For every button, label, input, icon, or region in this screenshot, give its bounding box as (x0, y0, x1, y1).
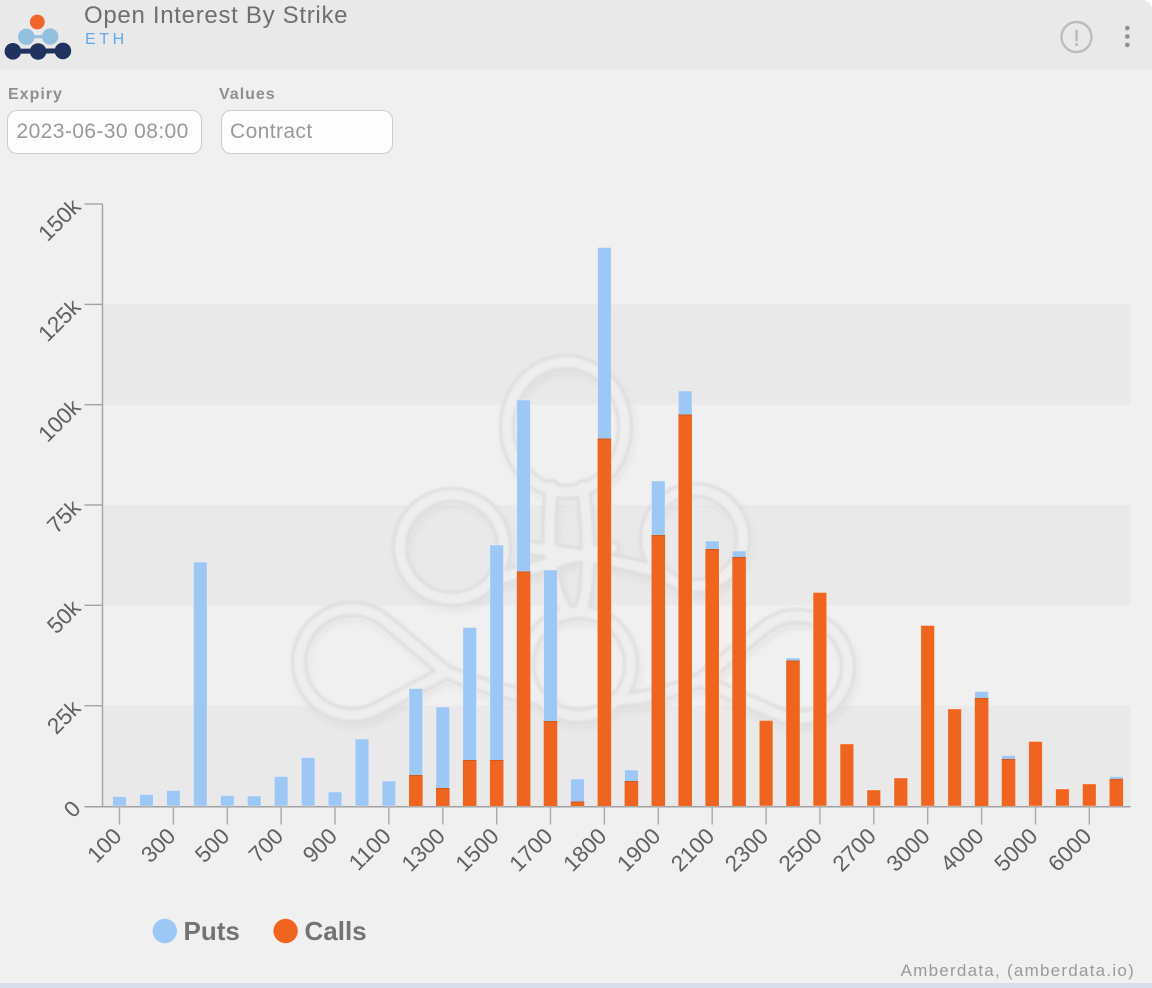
svg-text:1100: 1100 (344, 823, 396, 875)
svg-text:1300: 1300 (397, 823, 450, 876)
svg-text:4000: 4000 (936, 823, 989, 876)
svg-text:700: 700 (244, 823, 288, 867)
svg-text:1800: 1800 (558, 823, 611, 876)
svg-text:125k: 125k (33, 294, 86, 347)
svg-text:2100: 2100 (666, 823, 719, 876)
svg-text:1900: 1900 (612, 823, 665, 876)
svg-text:100k: 100k (33, 394, 86, 447)
svg-text:500: 500 (190, 823, 234, 867)
svg-text:1700: 1700 (504, 823, 557, 876)
svg-text:50k: 50k (42, 595, 86, 639)
svg-text:3000: 3000 (882, 823, 935, 876)
svg-text:0: 0 (59, 796, 86, 823)
svg-text:2300: 2300 (720, 823, 773, 876)
svg-text:900: 900 (298, 823, 342, 867)
svg-text:6000: 6000 (1043, 823, 1096, 876)
svg-text:2500: 2500 (774, 823, 827, 876)
svg-text:25k: 25k (42, 695, 86, 739)
svg-text:Calls: Calls (305, 916, 367, 946)
svg-text:150k: 150k (33, 193, 86, 246)
svg-text:75k: 75k (42, 494, 86, 538)
svg-text:5000: 5000 (989, 823, 1042, 876)
svg-text:100: 100 (82, 823, 126, 867)
svg-text:1500: 1500 (451, 823, 504, 876)
svg-text:300: 300 (136, 823, 180, 867)
svg-text:Amberdata, (amberdata.io): Amberdata, (amberdata.io) (901, 961, 1135, 980)
svg-text:Puts: Puts (184, 916, 240, 946)
svg-text:2700: 2700 (828, 823, 881, 876)
